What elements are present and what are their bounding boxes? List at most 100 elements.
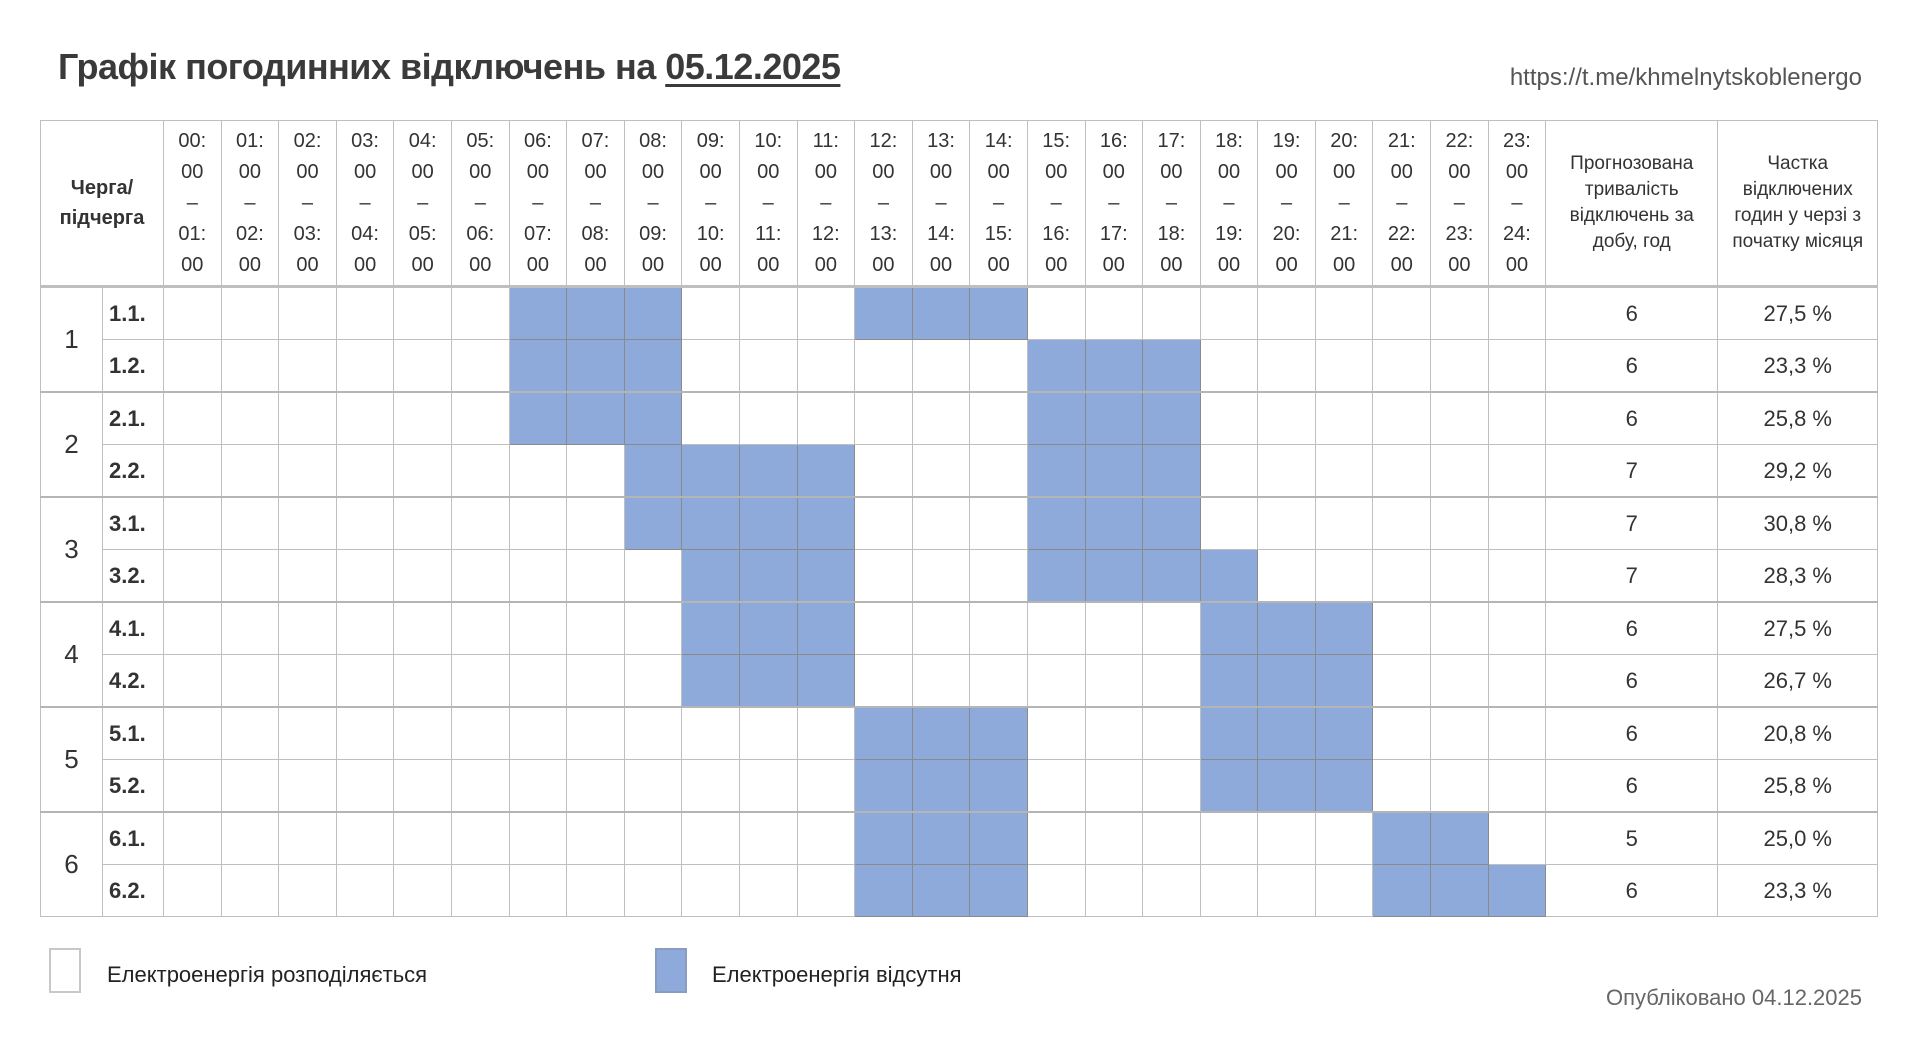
- hour-cell-power: [278, 286, 337, 340]
- hour-cell-power: [1257, 549, 1316, 603]
- hour-cell-power: [1199, 811, 1259, 865]
- hour-dash: –: [935, 191, 947, 214]
- hour-start: 00: [641, 160, 665, 183]
- hour-cell-power: [911, 391, 971, 445]
- hour-start: 03:: [351, 129, 379, 152]
- hour-cell-power: [508, 601, 568, 655]
- hour-cell-power: [278, 496, 337, 550]
- hour-cell-power: [969, 339, 1028, 393]
- hour-cell-power: [335, 811, 395, 865]
- hour-cell-power: [508, 864, 568, 917]
- hour-cell-power: [1372, 759, 1432, 813]
- hour-start: 02:: [293, 129, 322, 152]
- hour-end: 00: [699, 253, 722, 276]
- hour-start: 00: [411, 160, 434, 183]
- hour-column-header: 12: 00 – 13: 00: [854, 120, 913, 288]
- subqueue-label: 2.2.: [102, 444, 164, 498]
- hour-cell-power: [623, 601, 683, 655]
- hour-cell-power: [796, 811, 856, 865]
- title-prefix: Графік погодинних відключень на: [58, 46, 656, 87]
- hour-column-header: 23: 00 – 24: 00: [1487, 120, 1547, 288]
- hour-dash: –: [359, 191, 371, 214]
- hour-cell-power: [969, 654, 1028, 708]
- hour-start: 00: [526, 160, 549, 183]
- hour-cell-power: [1487, 339, 1547, 393]
- hour-column-header: 19: 00 – 20: 00: [1257, 120, 1316, 288]
- hour-cell-outage: [1314, 654, 1374, 708]
- hour-cell-outage: [1314, 759, 1374, 813]
- hour-cell-outage: [1142, 444, 1201, 498]
- hour-end: 23:: [1445, 222, 1474, 245]
- subqueue-label: 4.2.: [102, 654, 164, 708]
- hour-end: 00: [987, 253, 1010, 276]
- hour-cell-power: [969, 601, 1028, 655]
- hour-cell-power: [911, 601, 971, 655]
- hour-cell-power: [1257, 496, 1316, 550]
- hour-cell-power: [450, 286, 510, 340]
- hour-cell-power: [738, 811, 798, 865]
- hour-cell-power: [1142, 286, 1201, 340]
- table-row: 3.2. 7 28,3 %: [41, 549, 1879, 603]
- hour-cell-outage: [623, 339, 683, 393]
- table-row: 2 2.1. 6 25,8 %: [40, 391, 1879, 498]
- hour-cell-power: [738, 339, 798, 393]
- hour-end: 00: [641, 253, 665, 276]
- hour-start: 06:: [523, 129, 552, 152]
- hour-cell-power: [393, 286, 452, 340]
- hour-end: 00: [757, 253, 780, 276]
- hour-cell-power: [1430, 654, 1489, 708]
- hour-cell-power: [508, 654, 568, 708]
- hour-start: 12:: [869, 129, 898, 152]
- hour-cell-power: [1257, 864, 1316, 917]
- hour-cell-power: [1314, 811, 1374, 865]
- hour-start: 00: [1160, 160, 1183, 183]
- queue-group-label: 6: [40, 811, 103, 917]
- hour-cell-power: [335, 496, 395, 550]
- share-value: 30,8 %: [1717, 496, 1879, 550]
- hour-dash: –: [474, 191, 486, 214]
- hour-cell-outage: [1084, 549, 1144, 603]
- hour-cell-power: [393, 549, 452, 603]
- hour-dash: –: [1223, 191, 1235, 214]
- hour-cell-power: [969, 444, 1028, 498]
- hour-start: 05:: [466, 129, 495, 152]
- hour-cell-outage: [623, 496, 683, 550]
- hour-start: 00: [1275, 160, 1298, 183]
- hour-cell-outage: [738, 654, 798, 708]
- hour-end: 00: [1102, 253, 1125, 276]
- table-row: 1 1.1. 6 27,5 %: [40, 286, 1879, 393]
- hour-column-header: 02: 00 – 03: 00: [278, 120, 337, 288]
- subqueue-label: 6.1.: [102, 811, 164, 865]
- hour-cell-power: [220, 339, 280, 393]
- hour-cell-power: [796, 286, 856, 340]
- hour-cell-outage: [1084, 496, 1144, 550]
- subqueue-label: 1.1.: [102, 286, 164, 340]
- hour-start: 14:: [984, 129, 1013, 152]
- hour-cell-power: [854, 444, 913, 498]
- telegram-link[interactable]: https://t.me/khmelnytskoblenergo: [1509, 64, 1862, 91]
- hour-cell-power: [508, 706, 568, 760]
- hour-column-header: 10: 00 – 11: 00: [738, 120, 798, 288]
- hour-cell-outage: [796, 549, 856, 603]
- hour-start: 20:: [1330, 129, 1359, 152]
- hour-cell-power: [566, 759, 625, 813]
- hour-cell-power: [681, 339, 740, 393]
- hour-cell-power: [220, 496, 280, 550]
- hour-cell-power: [450, 811, 510, 865]
- hour-cell-power: [393, 706, 452, 760]
- share-value: 27,5 %: [1717, 601, 1879, 655]
- hour-cell-power: [450, 601, 510, 655]
- hour-cell-power: [1487, 286, 1547, 340]
- hour-start: 00: [814, 160, 837, 183]
- hour-cell-power: [854, 601, 913, 655]
- hour-end: 00: [1390, 253, 1413, 276]
- hour-end: 00: [584, 253, 607, 276]
- hour-cell-power: [796, 864, 856, 917]
- hour-start: 00: [296, 160, 319, 183]
- hour-end: 00: [411, 253, 434, 276]
- hour-column-header: 08: 00 – 09: 00: [623, 120, 683, 288]
- hour-cell-power: [681, 391, 740, 445]
- hour-dash: –: [186, 191, 198, 214]
- hour-cell-power: [1372, 391, 1432, 445]
- table-row: 4.2. 6 26,7 %: [41, 654, 1879, 708]
